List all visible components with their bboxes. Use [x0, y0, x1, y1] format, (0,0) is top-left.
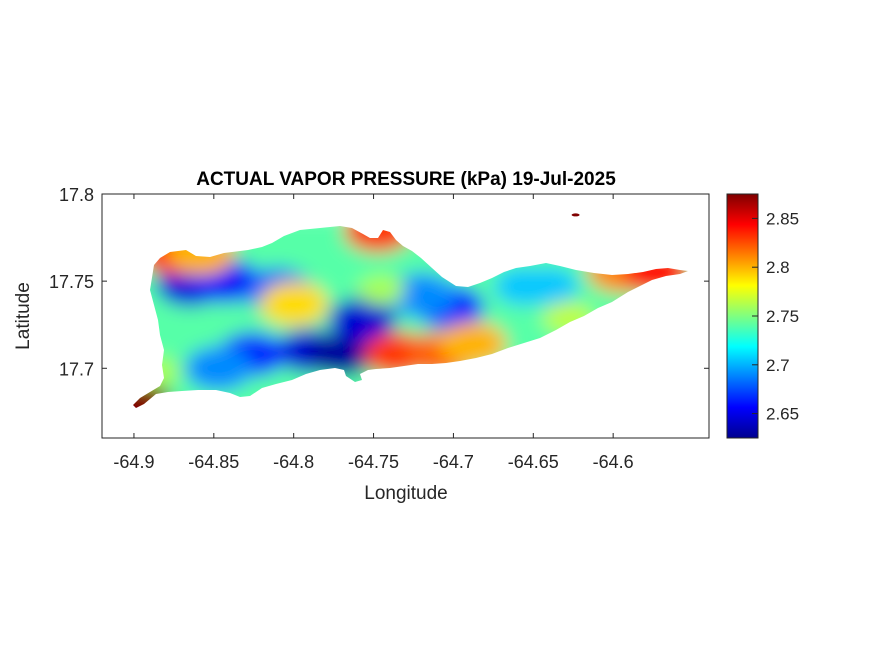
- heatfield-sample-22: [133, 381, 172, 408]
- x-tick-label: -64.8: [273, 452, 314, 472]
- colorbar-tick-label: 2.75: [766, 307, 799, 326]
- heatfield-sample-7: [184, 346, 253, 391]
- heatfield-sample-9: [387, 273, 456, 318]
- colorbar-tick-label: 2.85: [766, 209, 799, 228]
- plot-axes-box: [101, 193, 710, 439]
- colorbar: 2.65 2.7 2.75 2.8 2.85: [726, 193, 799, 439]
- x-axis: -64.9 -64.85 -64.8 -64.75 -64.7 -64.65 -64.6: [113, 194, 634, 472]
- colorbar-tick-label: 2.7: [766, 356, 790, 375]
- x-tick-label: -64.65: [508, 452, 559, 472]
- x-tick-label: -64.9: [113, 452, 154, 472]
- heatfield-sample-4: [307, 332, 376, 377]
- heatfield-sample-12: [259, 281, 328, 326]
- y-axis: 17.8 17.75 17.7: [49, 185, 709, 379]
- heatfield-sample-11: [519, 267, 579, 306]
- heatfield-sample-5: [328, 297, 397, 342]
- y-tick-label: 17.8: [59, 185, 94, 205]
- x-tick-label: -64.85: [188, 452, 239, 472]
- heatfield-sample-13: [357, 274, 406, 306]
- y-axis-label: Latitude: [13, 282, 34, 350]
- x-tick-label: -64.7: [433, 452, 474, 472]
- colorbar-tick-label: 2.8: [766, 258, 790, 277]
- x-tick-label: -64.6: [593, 452, 634, 472]
- map-layer: [101, 193, 710, 439]
- chart-title: ACTUAL VAPOR PRESSURE (kPa) 19-Jul-2025: [196, 169, 616, 190]
- x-axis-label: Longitude: [364, 483, 447, 504]
- y-tick-label: 17.7: [59, 359, 94, 379]
- y-tick-label: 17.75: [49, 272, 94, 292]
- colorbar-tick-label: 2.65: [766, 405, 799, 424]
- x-tick-label: -64.75: [348, 452, 399, 472]
- islet-0: [571, 213, 580, 217]
